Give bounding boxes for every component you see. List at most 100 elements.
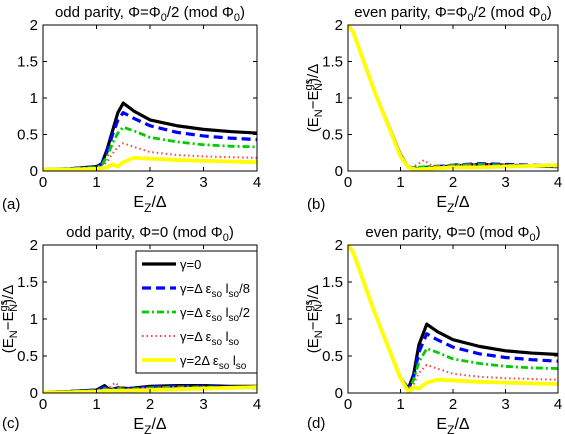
- x-axis-label: EZ/Δ: [133, 416, 166, 434]
- xlabel-text: E: [133, 416, 144, 433]
- ylabel-text: (E: [305, 338, 322, 353]
- y-tick-label: 0: [30, 385, 38, 402]
- title-text: ): [229, 224, 234, 241]
- xlabel-text: E: [436, 194, 447, 211]
- ylabel-text: −E: [305, 312, 322, 331]
- ylabel-subscript: N: [313, 330, 325, 338]
- xlabel-text: E: [133, 194, 144, 211]
- series-line-4: [348, 25, 558, 171]
- xlabel-text: E: [436, 416, 447, 433]
- series-group: [348, 25, 558, 171]
- y-tick-label: 2: [335, 17, 343, 34]
- panel-label: (d): [307, 415, 325, 432]
- legend-entry-3: γ=Δ εso lso: [180, 329, 240, 348]
- xlabel-subscript: Z: [447, 201, 454, 215]
- y-tick-label: 1: [30, 311, 38, 328]
- title-text: ): [240, 4, 245, 21]
- legend-subscript: so: [229, 337, 240, 348]
- series-line-0: [348, 25, 558, 171]
- legend-text: l: [229, 353, 236, 368]
- legend-text: γ=Δ ε: [180, 329, 212, 344]
- legend-subscript: so: [229, 313, 240, 324]
- y-tick-label: 1: [30, 90, 38, 107]
- x-axis-label: EZ/Δ: [436, 194, 469, 215]
- legend-subscript: so: [211, 313, 222, 324]
- series-line-3: [348, 25, 558, 169]
- series-line-3: [348, 245, 558, 392]
- series-group: [43, 101, 257, 171]
- plot-frame: [42, 24, 258, 172]
- y-tick-label: 0: [30, 163, 38, 180]
- x-tick-label: 3: [199, 174, 207, 191]
- legend-text: /2: [239, 305, 250, 320]
- title-subscript: 0: [234, 12, 240, 24]
- y-tick-label: 0: [335, 385, 343, 402]
- title-subscript: 0: [530, 232, 536, 244]
- ylabel-superscript: gs: [0, 299, 10, 311]
- series-line-0: [43, 101, 257, 171]
- legend-entry-0: γ=0: [180, 257, 201, 272]
- ylabel-text: )/Δ: [0, 285, 17, 304]
- y-axis-label: (EN−EgsN)/Δ: [303, 64, 325, 132]
- legend-subscript: so: [236, 361, 247, 372]
- x-tick-label: 2: [146, 396, 154, 413]
- xlabel-text: /Δ: [454, 416, 469, 433]
- legend: γ=0γ=Δ εso lso/8γ=Δ εso lso/2γ=Δ εso lso…: [135, 250, 258, 374]
- xlabel-text: /Δ: [151, 194, 166, 211]
- legend-text: /8: [239, 281, 250, 296]
- legend-subscript: so: [219, 361, 230, 372]
- x-axis-label: EZ/Δ: [436, 416, 469, 434]
- panel-label: (b): [307, 196, 325, 213]
- title-text: /2 (mod Φ: [474, 4, 541, 21]
- y-tick-label: 0: [335, 163, 343, 180]
- title-text: even parity, Φ=Φ: [354, 4, 467, 21]
- y-tick-label: 0.5: [322, 348, 343, 365]
- ylabel-superscript: gs: [303, 78, 315, 90]
- y-axis-label: (EN−EgsN)/Δ: [0, 285, 20, 353]
- x-tick-label: 1: [92, 174, 100, 191]
- chart-title: odd parity, Φ=Φ0/2 (mod Φ0): [55, 4, 245, 24]
- legend-text: γ=Δ ε: [180, 305, 212, 320]
- legend-box: [135, 250, 258, 374]
- title-subscript: 0: [468, 12, 474, 24]
- series-line-1: [348, 245, 558, 391]
- ylabel-subscript: N: [8, 330, 20, 338]
- series-line-2: [348, 25, 558, 169]
- legend-entry-1: γ=Δ εso lso/8: [180, 281, 250, 300]
- series-line-2: [348, 245, 558, 392]
- ylabel-text: )/Δ: [305, 64, 322, 83]
- title-subscript: 0: [223, 232, 229, 244]
- y-axis-label: (EN−EgsN)/Δ: [303, 285, 325, 353]
- y-tick-label: 1.5: [17, 54, 38, 71]
- title-subscript: 0: [541, 12, 547, 24]
- ylabel-text: (E: [0, 338, 17, 353]
- series-line-4: [43, 385, 257, 393]
- y-tick-label: 0.5: [17, 348, 38, 365]
- x-tick-label: 1: [396, 174, 404, 191]
- x-tick-label: 0: [39, 174, 47, 191]
- ylabel-subscript: N: [8, 304, 20, 312]
- legend-entry-4: γ=2Δ εso lso: [180, 353, 247, 372]
- ylabel-text: )/Δ: [305, 285, 322, 304]
- ylabel-text: −E: [0, 312, 17, 331]
- series-group: [348, 245, 558, 393]
- series-line-2: [43, 125, 257, 171]
- legend-text: γ=0: [180, 257, 201, 272]
- x-axis-label: EZ/Δ: [133, 194, 166, 215]
- x-tick-label: 0: [344, 396, 352, 413]
- legend-subscript: so: [229, 289, 240, 300]
- y-tick-label: 1.5: [322, 54, 343, 71]
- series-group: [43, 381, 257, 393]
- ylabel-text: −E: [305, 91, 322, 110]
- panel-label: (c): [2, 415, 20, 432]
- series-line-1: [348, 25, 558, 170]
- y-tick-label: 1: [335, 90, 343, 107]
- x-tick-label: 1: [396, 396, 404, 413]
- x-tick-label: 2: [146, 174, 154, 191]
- chart-title: even parity, Φ=0 (mod Φ0): [365, 224, 540, 244]
- y-tick-label: 1: [335, 311, 343, 328]
- title-subscript: 0: [161, 12, 167, 24]
